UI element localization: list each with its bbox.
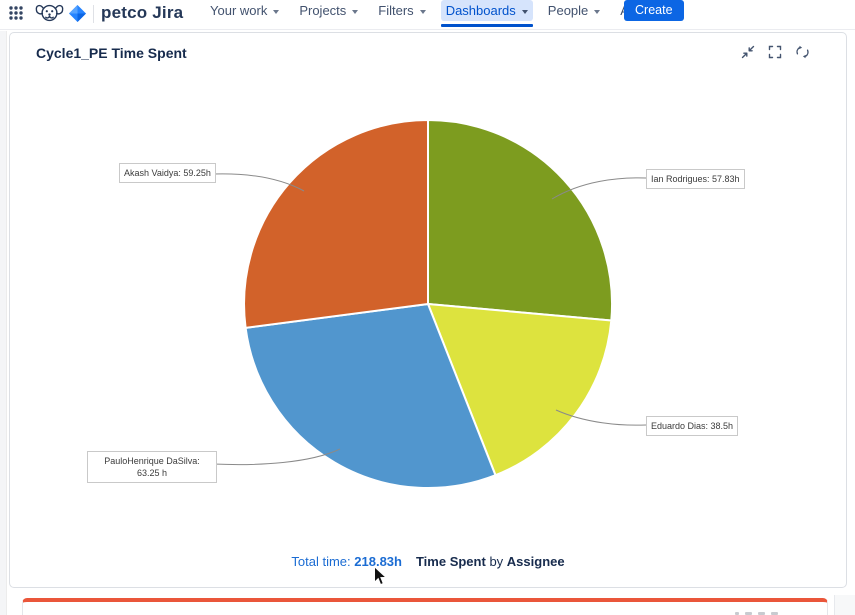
jira-logo-icon <box>69 4 86 22</box>
chevron-down-icon <box>273 9 280 14</box>
nav-item-projects[interactable]: Projects <box>294 0 363 21</box>
app-switcher-icon[interactable] <box>8 5 24 21</box>
clipped-content-fragment <box>735 612 778 615</box>
petco-dog-logo-icon <box>35 4 64 22</box>
collapse-icon[interactable] <box>741 45 755 59</box>
chart-subtitle: Time Spent by Assignee <box>415 554 565 569</box>
nav-item-dashboards[interactable]: Dashboards <box>440 0 533 27</box>
chevron-down-icon <box>352 9 359 14</box>
nav-item-people[interactable]: People <box>543 0 605 21</box>
pie-slice-paulohenrique-dasilva[interactable] <box>244 302 497 489</box>
connector-akash-vaidya <box>212 173 305 192</box>
pie-chart <box>212 118 647 489</box>
pie-slice-akash-vaidya[interactable] <box>243 118 429 330</box>
connector-ian-rodrigues <box>551 177 647 200</box>
pie-slice-eduardo-dias[interactable] <box>426 302 613 477</box>
label-connectors <box>212 173 647 466</box>
time-spent-gadget: Cycle1_PE Time Spent <box>9 32 847 588</box>
left-gutter <box>0 31 7 615</box>
primary-nav: Your work Projects Filters Dashboards Pe… <box>205 0 667 27</box>
refresh-icon[interactable] <box>795 45 810 59</box>
nav-item-your-work[interactable]: Your work <box>205 0 284 21</box>
expand-icon[interactable] <box>768 45 782 59</box>
gadget-title: Cycle1_PE Time Spent <box>36 45 187 61</box>
next-gadget-fragment <box>22 598 828 615</box>
total-time-value: 218.83h <box>354 554 402 569</box>
pie-label-akash-vaidya: Akash Vaidya: 59.25h <box>119 163 216 184</box>
pie-label-paulo-dasilva: PauloHenrique DaSilva: 63.25 h <box>87 451 217 484</box>
pie-slices <box>243 118 613 489</box>
pie-label-ian-rodrigues: Ian Rodrigues: 57.83h <box>646 169 745 190</box>
brand-divider <box>93 4 94 23</box>
total-time-text: Total time: 218.83h <box>291 554 402 569</box>
pie-slice-ian-rodrigues[interactable] <box>427 118 613 322</box>
connector-paulo-dasilva <box>212 448 341 466</box>
chevron-down-icon <box>419 9 426 14</box>
pie-label-eduardo-dias: Eduardo Dias: 38.5h <box>646 416 739 437</box>
chart-caption: Total time: 218.83h Time Spent by Assign… <box>10 554 846 569</box>
top-navbar: petco Jira Your work Projects Filters Da… <box>0 0 855 30</box>
chevron-down-icon <box>594 9 601 14</box>
right-gutter <box>834 595 855 615</box>
create-button[interactable]: Create <box>624 0 684 21</box>
nav-item-filters[interactable]: Filters <box>373 0 430 21</box>
brand-title[interactable]: petco Jira <box>101 2 184 22</box>
chevron-down-icon <box>521 9 528 14</box>
connector-eduardo-dias <box>555 409 647 426</box>
